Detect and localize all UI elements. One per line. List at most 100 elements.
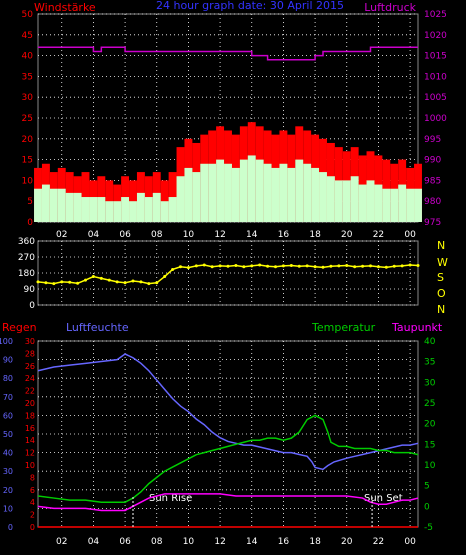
direction-line — [37, 264, 419, 285]
pressure-axis-tick-label: 980 — [424, 197, 441, 207]
wind-bar — [255, 159, 264, 222]
direction-point — [361, 264, 365, 268]
wind-axis-tick-label: 10 — [22, 176, 34, 186]
compass-label-o: O — [437, 287, 446, 300]
direction-point — [210, 265, 214, 269]
wind-bar — [382, 188, 391, 222]
wind-bar — [342, 180, 351, 222]
header-center-title: 24 hour graph date: 30 April 2015 — [156, 0, 344, 12]
climate-x-tick-label: 06 — [119, 537, 131, 547]
wind-bar — [49, 188, 58, 222]
temperature-line — [37, 414, 419, 503]
wind-bar — [160, 201, 169, 222]
climate-x-tick-label: 22 — [373, 537, 384, 547]
direction-point — [329, 264, 333, 268]
wind-bar — [200, 163, 209, 222]
humidity-axis-tick-label: 16 — [25, 424, 35, 433]
direction-point — [408, 263, 412, 267]
wind-bar — [279, 163, 288, 222]
pressure-line — [38, 46, 418, 61]
rain-axis-tick-label: 20 — [3, 486, 13, 495]
temperature-axis-tick-label: 20 — [424, 420, 436, 430]
wind-bar — [239, 159, 248, 222]
wind-x-tick-label: 08 — [151, 230, 163, 240]
wind-bar — [247, 155, 256, 222]
direction-point — [234, 264, 238, 268]
wind-x-tick-label: 10 — [183, 230, 195, 240]
direction-point — [416, 264, 420, 268]
direction-point — [202, 263, 206, 267]
direction-point — [131, 279, 135, 283]
direction-point — [68, 280, 72, 284]
pressure-axis-tick-label: 975 — [424, 218, 441, 228]
temperature-axis-tick-label: 0 — [424, 502, 430, 512]
direction-point — [384, 265, 388, 269]
wind-bar — [358, 184, 367, 222]
wind-x-tick-label: 22 — [373, 230, 384, 240]
wind-bar — [192, 172, 201, 222]
wind-bar — [65, 192, 74, 222]
climate-x-tick-label: 02 — [56, 537, 67, 547]
rain-axis-tick-label: 70 — [3, 393, 13, 402]
direction-point — [242, 265, 246, 269]
direction-point — [353, 265, 357, 269]
direction-point — [266, 264, 270, 268]
direction-point — [123, 281, 127, 285]
legend-humidity: Luftfeuchte — [66, 321, 129, 334]
header-left-title: Windstärke — [34, 1, 96, 14]
humidity-axis-tick-label: 30 — [25, 337, 35, 346]
rain-axis-tick-label: 0 — [8, 523, 13, 532]
compass-label-n-bottom: N — [437, 303, 445, 316]
direction-point — [369, 264, 372, 268]
direction-point — [139, 280, 143, 284]
rain-axis-tick-label: 30 — [3, 467, 13, 476]
climate-x-tick-label: 18 — [309, 537, 321, 547]
direction-point — [274, 265, 277, 269]
wind-bar — [231, 167, 240, 222]
direction-point — [194, 264, 198, 268]
direction-axis-tick-label: 180 — [18, 269, 35, 279]
rain-axis-tick-label: 10 — [3, 504, 13, 513]
wind-axis-tick-label: 45 — [22, 31, 33, 41]
direction-point — [60, 280, 64, 284]
humidity-axis-tick-label: 28 — [25, 349, 35, 358]
climate-x-tick-label: 12 — [214, 537, 225, 547]
wind-bar — [319, 172, 327, 222]
wind-axis-tick-label: 0 — [27, 218, 33, 228]
direction-point — [321, 265, 325, 269]
humidity-axis-tick-label: 2 — [30, 511, 35, 520]
wind-bar — [176, 176, 185, 222]
humidity-axis-tick-label: 12 — [25, 449, 35, 458]
direction-point — [44, 281, 48, 285]
rain-axis-tick-label: 40 — [3, 449, 13, 458]
sunrise-label: Sun Rise — [149, 493, 192, 504]
direction-point — [179, 265, 182, 269]
wind-axis-tick-label: 20 — [22, 135, 34, 145]
temperature-axis-tick-label: 15 — [424, 440, 435, 450]
direction-point — [84, 278, 87, 282]
direction-point — [376, 265, 380, 269]
wind-bar — [81, 197, 90, 222]
direction-point — [36, 280, 40, 284]
pressure-axis-tick-label: 1025 — [424, 10, 447, 20]
wind-bar — [105, 201, 114, 222]
climate-x-tick-label: 16 — [278, 537, 290, 547]
humidity-axis-tick-label: 8 — [30, 473, 35, 482]
humidity-axis-tick-label: 18 — [25, 411, 35, 420]
legend-dewpoint: Taupunkt — [391, 321, 443, 334]
direction-point — [107, 278, 111, 282]
pressure-axis-tick-label: 1000 — [424, 114, 447, 124]
climate-x-tick-label: 10 — [183, 537, 195, 547]
wind-bar — [57, 188, 66, 222]
humidity-axis-tick-label: 24 — [25, 374, 35, 383]
wind-bar — [216, 159, 225, 222]
wind-axis-tick-label: 35 — [22, 72, 33, 82]
direction-point — [218, 264, 222, 268]
wind-x-tick-label: 12 — [214, 230, 225, 240]
humidity-axis-tick-label: 6 — [30, 486, 35, 495]
pressure-axis-tick-label: 995 — [424, 135, 441, 145]
wind-bar — [136, 192, 145, 222]
wind-bar — [224, 163, 232, 222]
